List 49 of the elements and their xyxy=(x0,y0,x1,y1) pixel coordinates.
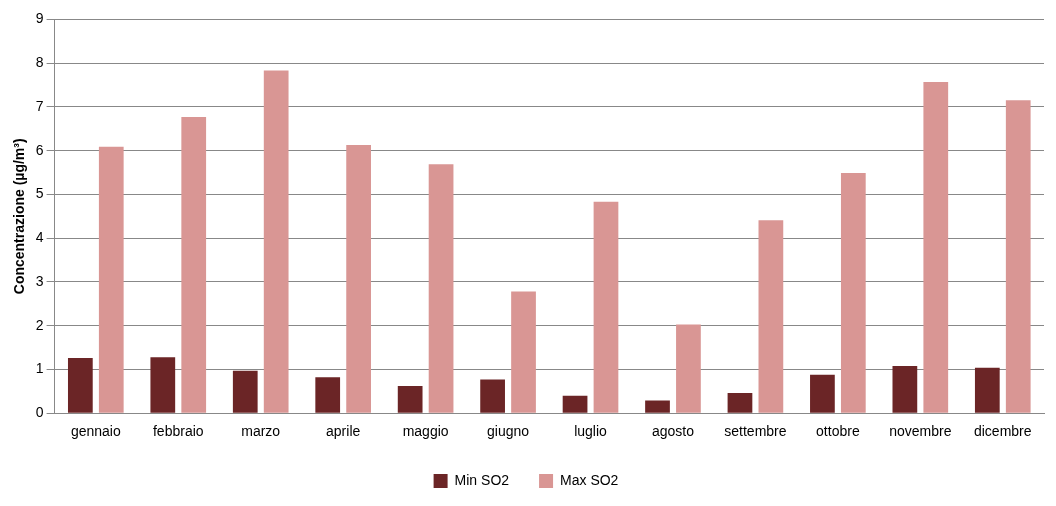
x-tick-label: agosto xyxy=(651,423,695,440)
x-tick-label: ottobre xyxy=(816,423,860,440)
bar xyxy=(315,377,341,413)
y-axis-title: Concentrazione (µg/m³) xyxy=(11,138,28,295)
y-tick-label: 2 xyxy=(35,316,44,333)
y-tick-label: 6 xyxy=(35,141,44,158)
bar xyxy=(727,393,753,413)
bar xyxy=(67,358,93,413)
x-tick-label: gennaio xyxy=(70,423,121,440)
bar xyxy=(263,70,289,413)
y-tick-label: 7 xyxy=(35,97,44,114)
bar xyxy=(480,379,505,413)
x-tick-label: maggio xyxy=(402,423,449,440)
bar xyxy=(892,365,918,413)
x-tick-label: settembre xyxy=(724,423,787,440)
bar xyxy=(181,116,207,413)
bar xyxy=(562,395,588,413)
bar xyxy=(810,374,835,413)
x-tick-label: novembre xyxy=(889,423,952,440)
y-tick-label: 1 xyxy=(35,360,44,377)
bar xyxy=(676,324,701,413)
bar xyxy=(923,81,949,413)
x-tick-label: marzo xyxy=(241,423,281,440)
bar xyxy=(511,291,536,413)
bar xyxy=(397,386,423,413)
y-tick-label: 9 xyxy=(35,10,44,27)
y-tick-label: 4 xyxy=(35,229,44,246)
x-tick-label: febbraio xyxy=(152,423,204,440)
bar xyxy=(840,172,866,413)
x-tick-label: dicembre xyxy=(973,423,1032,440)
bar xyxy=(974,367,1000,413)
bar xyxy=(428,164,454,413)
x-tick-label: luglio xyxy=(574,423,608,440)
bar xyxy=(758,220,784,413)
y-tick-label: 3 xyxy=(35,272,44,289)
y-tick-label: 0 xyxy=(35,404,44,421)
bar xyxy=(1005,100,1031,413)
bar xyxy=(593,201,619,413)
bar xyxy=(346,144,371,413)
y-tick-label: 5 xyxy=(35,185,44,202)
x-tick-label: giugno xyxy=(487,423,530,440)
y-tick-label: 8 xyxy=(35,54,44,71)
x-tick-label: aprile xyxy=(326,423,361,440)
legend-label: Max SO2 xyxy=(560,471,619,488)
bar xyxy=(232,370,258,413)
bar xyxy=(98,146,124,413)
bar xyxy=(645,400,670,413)
legend-label: Min SO2 xyxy=(454,471,510,488)
bar xyxy=(150,357,176,413)
